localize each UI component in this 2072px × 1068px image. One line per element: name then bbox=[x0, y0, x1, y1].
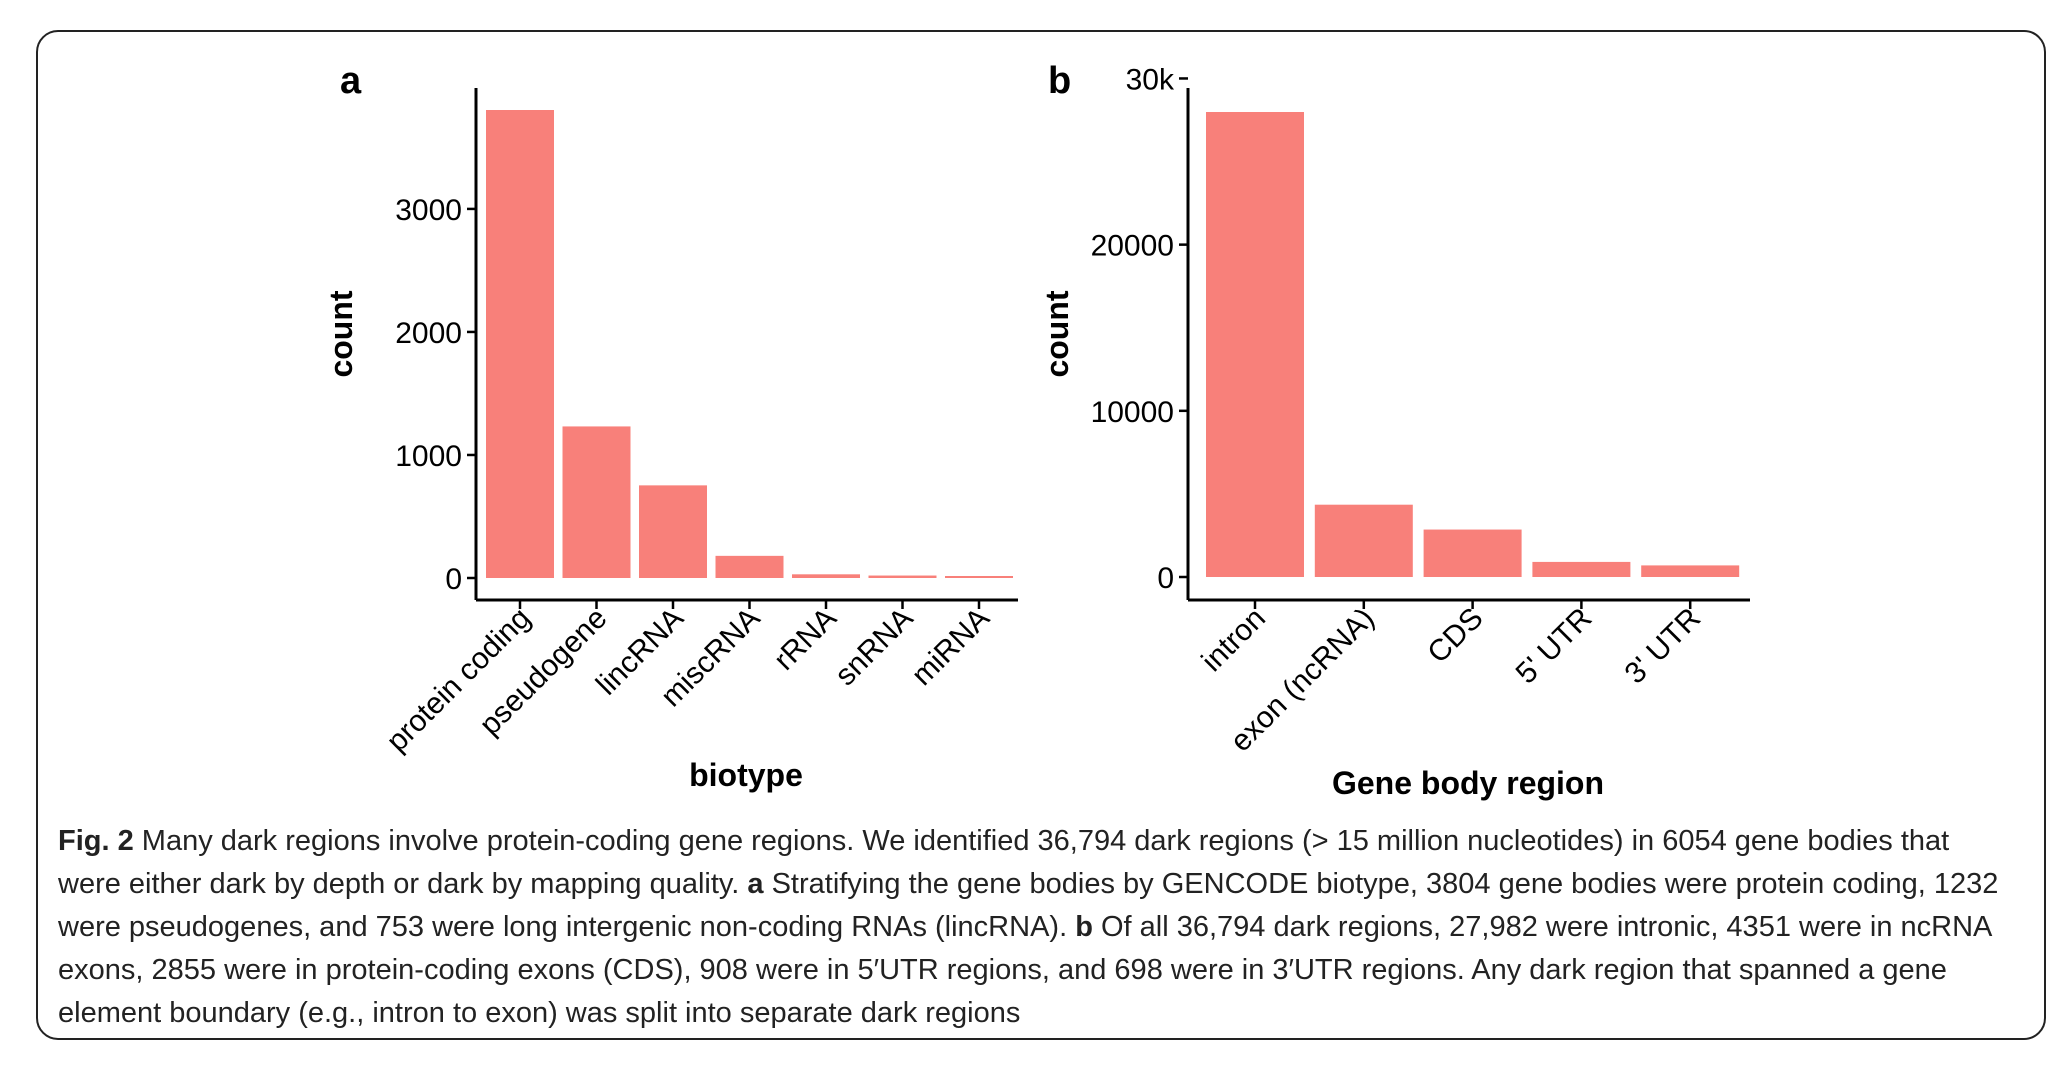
y-tick-label: 2000 bbox=[395, 317, 462, 350]
bar-exon-ncrna bbox=[1314, 504, 1413, 577]
bar-lincrna bbox=[639, 485, 707, 578]
y-tick-label: 0 bbox=[445, 563, 462, 596]
x-tick-label-3-utr: 3' UTR bbox=[1618, 602, 1707, 691]
y-axis-title: count bbox=[323, 290, 359, 377]
x-tick-label-cds: CDS bbox=[1421, 602, 1489, 670]
caption-text-intro: Many dark regions involve protein-coding… bbox=[58, 825, 1950, 900]
y-axis-title: count bbox=[1039, 290, 1075, 377]
bar-miscrna bbox=[715, 555, 784, 578]
x-axis-title: biotype bbox=[689, 757, 803, 793]
x-tick-label-intron: intron bbox=[1196, 602, 1272, 678]
bar-cds bbox=[1423, 529, 1522, 577]
y-tick-label: 30k bbox=[1126, 63, 1175, 96]
figure-frame bbox=[36, 30, 2046, 1040]
caption-panel-a-label: a bbox=[747, 868, 764, 900]
panel-letter-a: a bbox=[340, 60, 362, 102]
y-tick-label: 3000 bbox=[395, 194, 462, 227]
figure-caption: Fig. 2 Many dark regions involve protein… bbox=[58, 820, 2018, 1035]
caption-text-panel-a: Stratifying the gene bodies by GENCODE b… bbox=[58, 868, 1999, 943]
y-tick-label: 1000 bbox=[395, 440, 462, 473]
x-tick-label-mirna: miRNA bbox=[905, 602, 996, 693]
x-axis-title: Gene body region bbox=[1332, 765, 1604, 801]
y-tick-label: 20000 bbox=[1091, 230, 1174, 263]
y-tick-label: 0 bbox=[1157, 562, 1174, 595]
bar-5-utr bbox=[1532, 561, 1631, 577]
caption-text-panel-b: Of all 36,794 dark regions, 27,982 were … bbox=[58, 911, 1991, 1029]
bar-rrna bbox=[792, 574, 860, 578]
x-tick-label-snrna: snRNA bbox=[829, 602, 920, 693]
bar-snrna bbox=[868, 575, 937, 578]
bar-3-utr bbox=[1641, 565, 1740, 577]
bar-mirna bbox=[945, 576, 1013, 578]
x-tick-label-5-utr: 5' UTR bbox=[1510, 602, 1599, 691]
bar-protein-coding bbox=[486, 110, 554, 578]
caption-fig-label: Fig. 2 bbox=[58, 825, 134, 857]
bar-intron bbox=[1206, 112, 1304, 577]
caption-panel-b-label: b bbox=[1075, 911, 1093, 943]
panel-letter-b: b bbox=[1048, 60, 1071, 102]
bar-pseudogene bbox=[562, 426, 631, 578]
y-tick-label: 10000 bbox=[1091, 396, 1174, 429]
